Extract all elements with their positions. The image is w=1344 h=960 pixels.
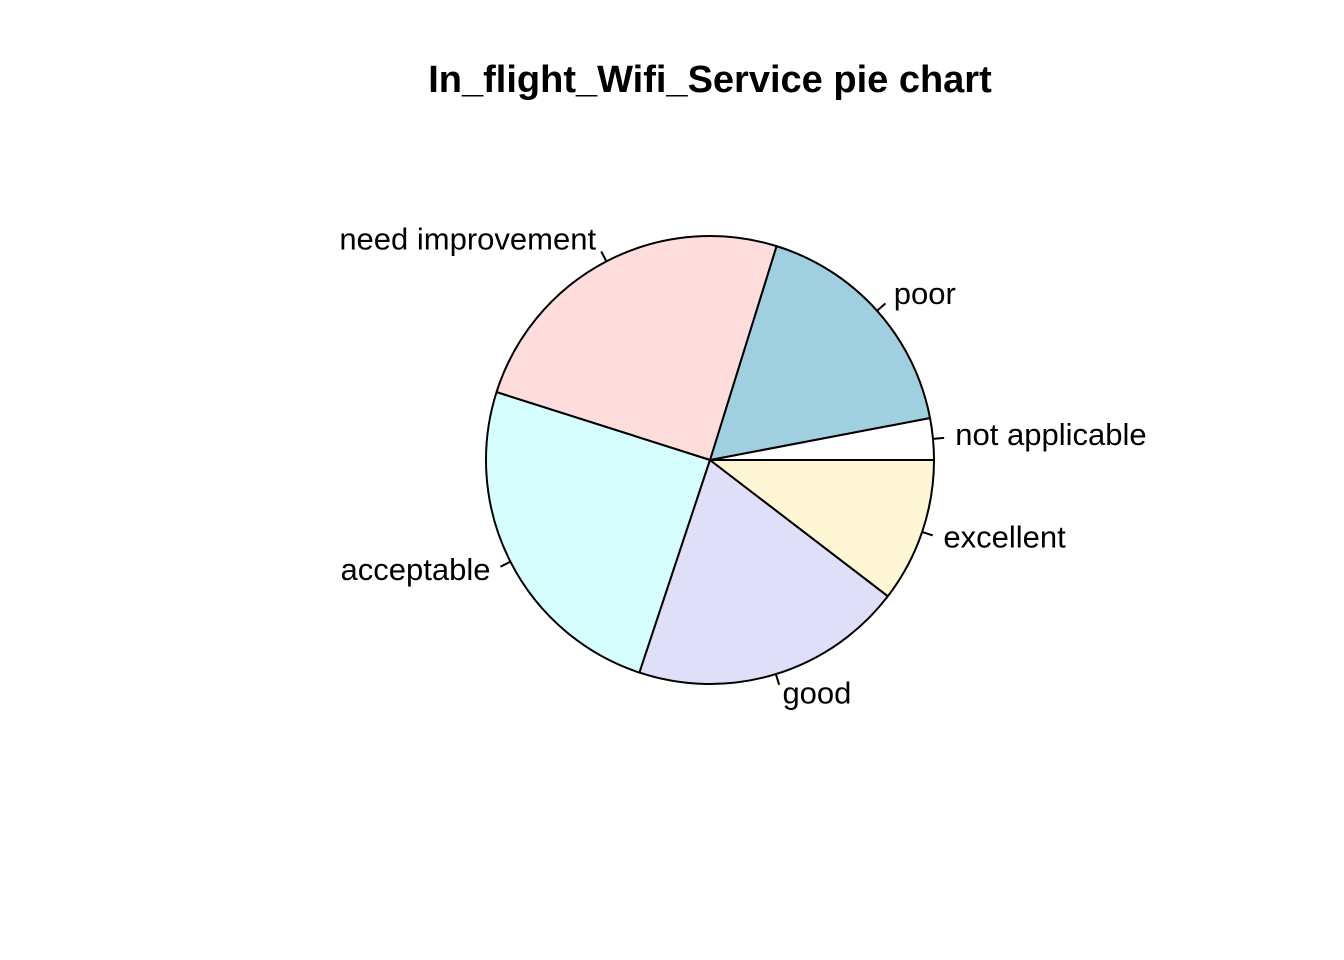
pie-slice-poor xyxy=(709,245,932,461)
label-tick-excellent xyxy=(921,530,934,537)
slice-label-poor: poor xyxy=(894,276,956,311)
pie-slice-need-improvement xyxy=(495,235,778,461)
label-tick-need-improvement xyxy=(600,250,608,262)
pie-labels: not applicable poor need improvement accept… xyxy=(339,222,1146,711)
pie-slice-excellent xyxy=(709,459,935,598)
slice-label-not-applicable: not applicable xyxy=(955,417,1146,452)
pie-label-ticks xyxy=(499,250,945,686)
pie-slice-good xyxy=(638,459,889,685)
slice-label-acceptable: acceptable xyxy=(341,552,491,587)
label-tick-not-applicable xyxy=(932,436,945,440)
pie-slices xyxy=(485,235,935,685)
chart-title: In_flight_Wifi_Service pie chart xyxy=(428,59,992,101)
slice-label-good: good xyxy=(782,676,851,711)
label-tick-good xyxy=(774,673,781,686)
label-tick-acceptable xyxy=(499,560,511,568)
slice-label-excellent: excellent xyxy=(943,519,1066,554)
label-tick-poor xyxy=(876,302,887,312)
slice-label-need-improvement: need improvement xyxy=(339,222,596,257)
